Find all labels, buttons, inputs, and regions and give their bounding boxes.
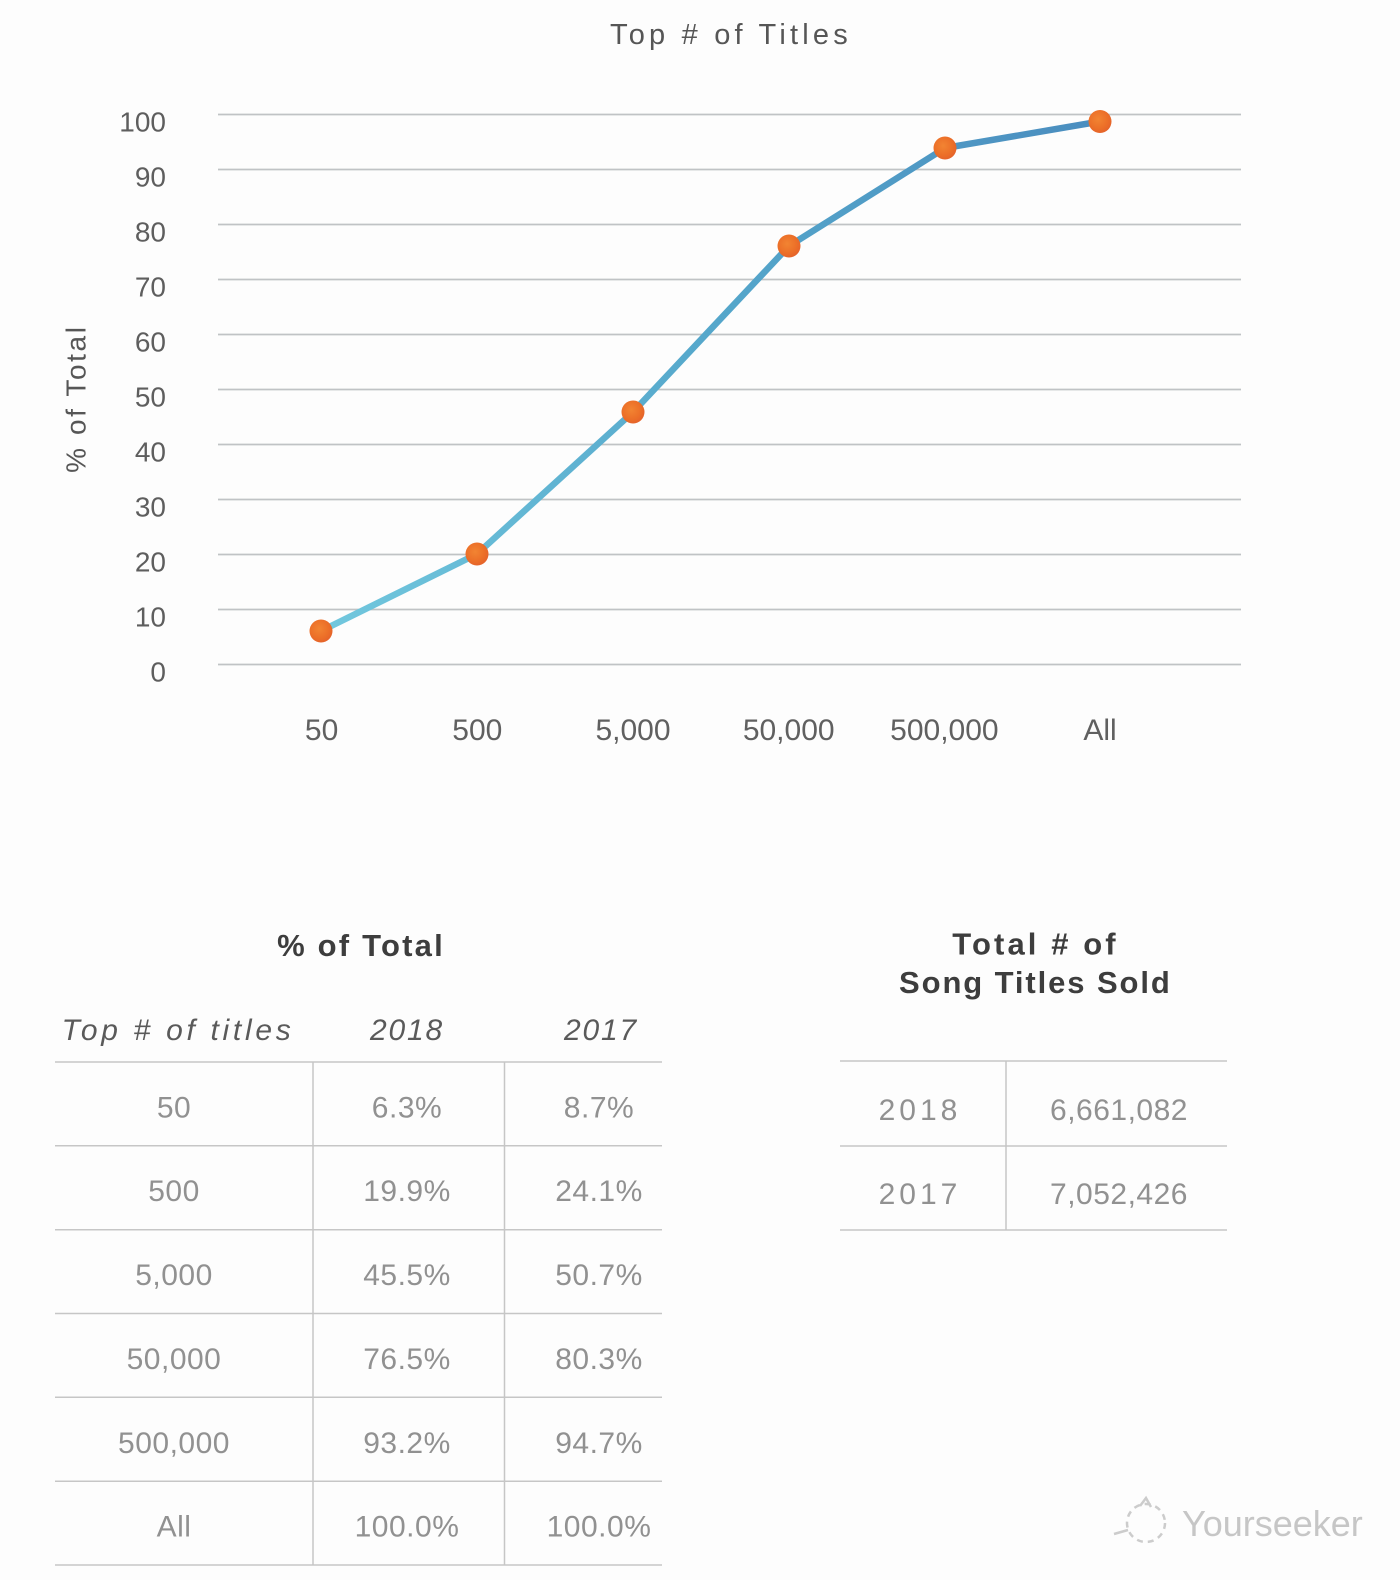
svg-text:500: 500	[452, 714, 502, 747]
svg-text:% of Total: % of Total	[61, 324, 92, 472]
svg-text:Top # of Titles: Top # of Titles	[610, 19, 852, 51]
svg-text:100.0%: 100.0%	[547, 1511, 652, 1544]
svg-text:Song Titles Sold: Song Titles Sold	[899, 965, 1172, 1000]
svg-text:19.9%: 19.9%	[363, 1175, 451, 1208]
svg-text:100: 100	[119, 107, 166, 138]
svg-text:80: 80	[135, 217, 166, 248]
svg-text:50,000: 50,000	[127, 1343, 222, 1376]
svg-text:50: 50	[157, 1092, 191, 1125]
svg-text:6,661,082: 6,661,082	[1050, 1094, 1188, 1127]
svg-text:24.1%: 24.1%	[555, 1175, 643, 1208]
svg-text:93.2%: 93.2%	[363, 1427, 451, 1460]
svg-text:8.7%: 8.7%	[564, 1092, 634, 1125]
svg-text:% of Total: % of Total	[277, 928, 445, 963]
svg-text:20: 20	[135, 547, 166, 578]
svg-text:60: 60	[135, 327, 166, 358]
svg-text:30: 30	[135, 492, 166, 523]
svg-text:100.0%: 100.0%	[355, 1511, 460, 1544]
svg-text:500,000: 500,000	[890, 714, 998, 747]
svg-text:500,000: 500,000	[118, 1427, 230, 1460]
svg-text:76.5%: 76.5%	[363, 1343, 451, 1376]
svg-text:Total # of: Total # of	[952, 927, 1118, 962]
svg-text:80.3%: 80.3%	[555, 1343, 643, 1376]
svg-text:50: 50	[305, 714, 338, 747]
svg-text:2018: 2018	[879, 1094, 962, 1127]
svg-text:All: All	[157, 1511, 192, 1544]
svg-text:50: 50	[135, 382, 166, 413]
svg-text:500: 500	[148, 1175, 200, 1208]
svg-text:90: 90	[135, 162, 166, 193]
svg-text:2017: 2017	[879, 1178, 962, 1211]
svg-text:50.7%: 50.7%	[555, 1259, 643, 1292]
svg-text:5,000: 5,000	[595, 714, 670, 747]
svg-text:45.5%: 45.5%	[363, 1259, 451, 1292]
svg-text:40: 40	[135, 437, 166, 468]
svg-text:6.3%: 6.3%	[372, 1092, 442, 1125]
svg-text:Top # of titles: Top # of titles	[62, 1014, 295, 1047]
svg-text:All: All	[1083, 714, 1116, 747]
svg-text:94.7%: 94.7%	[555, 1427, 643, 1460]
svg-text:7,052,426: 7,052,426	[1050, 1178, 1188, 1211]
svg-text:70: 70	[135, 272, 166, 303]
svg-text:0: 0	[150, 657, 166, 688]
svg-text:Yourseeker: Yourseeker	[1182, 1503, 1363, 1544]
svg-text:2017: 2017	[563, 1014, 638, 1047]
svg-text:2018: 2018	[369, 1014, 444, 1047]
svg-text:50,000: 50,000	[743, 714, 835, 747]
svg-text:5,000: 5,000	[135, 1259, 213, 1292]
svg-text:10: 10	[135, 602, 166, 633]
